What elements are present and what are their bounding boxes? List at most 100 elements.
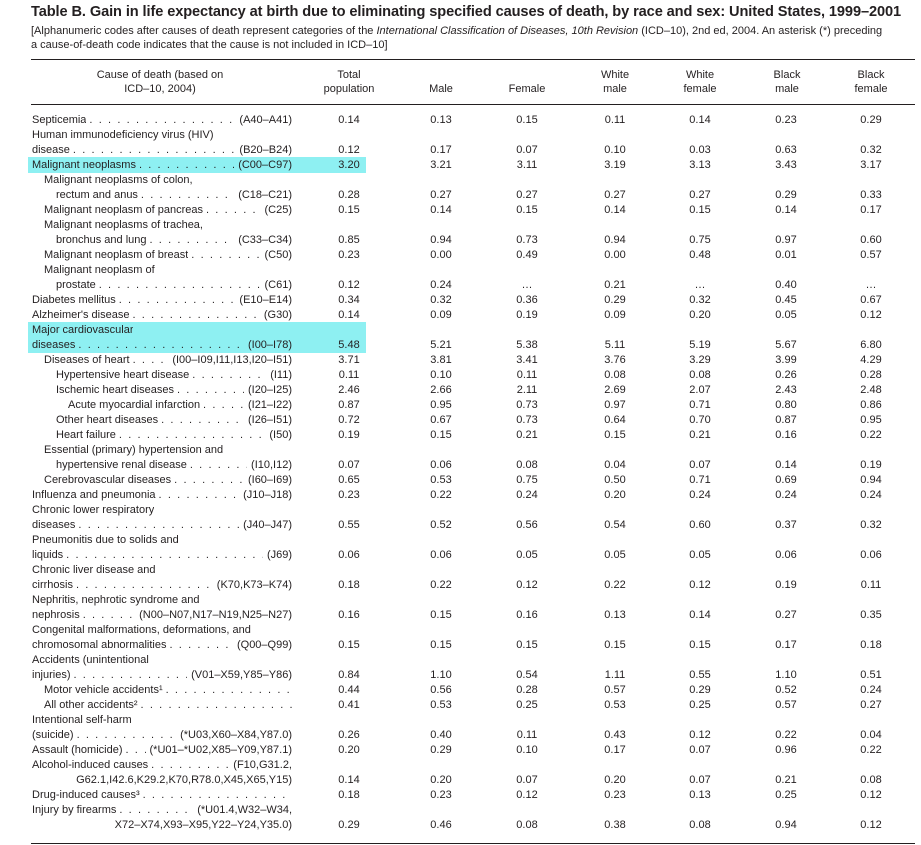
value-black-female: 0.24 [860,489,882,501]
value-female: 0.28 [516,684,538,696]
icd-code: (N00–N07,N17–N19,N25–N27) [139,609,292,621]
cause-label: Heart failure [56,429,116,441]
value-white-female: … [694,279,706,291]
cause-label: Chronic liver disease and [32,564,156,576]
value-white-female: 2.07 [689,384,711,396]
value-white-male: 0.09 [604,309,626,321]
icd-code: (I10,I12) [251,459,292,471]
header-male-line-1: Male [429,83,453,95]
value-male: 0.15 [430,639,452,651]
leader-dots: . . . . . . . . . . . . . . . . . . . . … [205,204,261,216]
value-male: 0.67 [430,414,452,426]
value-white-male: 0.17 [604,744,626,756]
leader-dots: . . . . . . . . . . . . . . . . . . . . … [138,159,234,171]
header-white-male-line-1: White [600,69,630,81]
value-female: 0.54 [516,669,538,681]
cause-label: Diabetes mellitus [32,294,116,306]
cause-label: Drug-induced causes³ [32,789,140,801]
icd-code: (I26–I51) [247,414,292,426]
value-black-male: 0.45 [775,294,797,306]
icd-code: (C61) [264,279,292,291]
value-black-male: 0.26 [775,369,797,381]
value-male: 5.21 [430,339,452,351]
header-white-female-line-1: White [685,69,715,81]
header-cause-line-2: ICD–10, 2004) [124,83,196,95]
cause-label: Pneumonitis due to solids and [32,534,179,546]
value-total: 0.84 [338,669,360,681]
header-rule [31,104,915,105]
value-black-female: 0.29 [860,114,882,126]
value-female: 0.21 [516,429,538,441]
value-male: 0.52 [430,519,452,531]
header-total-line-2: population [323,83,375,95]
bottom-rule [31,843,915,844]
value-white-female: 0.07 [689,744,711,756]
leader-dots: . . . . . . . . . . . . . . . . . . . . … [89,114,235,126]
value-white-male: 0.10 [604,144,626,156]
cause-label: Essential (primary) hypertension and [44,444,224,456]
value-female: 5.38 [516,339,538,351]
cause-label-continued: chromosomal abnormalities [32,639,167,651]
leader-dots: . . . . . . . . . . . . . . . . . . . . … [192,369,266,381]
value-female: 0.56 [516,519,538,531]
value-total: 5.48 [338,339,360,351]
value-total: 0.28 [338,189,360,201]
value-male: 0.46 [430,819,452,831]
header-male: Male [406,82,476,96]
value-total: 0.16 [338,609,360,621]
value-white-male: 0.27 [604,189,626,201]
value-white-female: 0.20 [689,309,711,321]
value-total: 3.20 [338,159,360,171]
top-rule [31,59,915,60]
value-white-male: 0.54 [604,519,626,531]
icd-code: (J69) [266,549,292,561]
leader-dots: . . . . . . . . . . . . . . . . . . . . … [140,699,292,711]
value-female: 0.15 [516,114,538,126]
value-total: 0.15 [338,204,360,216]
value-black-male: 0.80 [775,399,797,411]
value-black-female: 0.11 [860,579,882,591]
value-black-male: 0.96 [775,744,797,756]
value-female: 0.15 [516,204,538,216]
value-female: 0.24 [516,489,538,501]
leader-dots: . . . . . . . . . . . . . . . . . . . . … [203,399,244,411]
value-white-female: 0.70 [689,414,711,426]
value-male: 0.00 [430,249,452,261]
value-black-female: 0.51 [860,669,882,681]
icd-code: (C50) [264,249,292,261]
value-black-male: 0.01 [775,249,797,261]
value-male: 1.10 [430,669,452,681]
value-male: 0.29 [430,744,452,756]
value-white-female: 0.13 [689,789,711,801]
value-black-female: 0.86 [860,399,882,411]
value-white-female: 0.27 [689,189,711,201]
value-black-female: 0.18 [860,639,882,651]
value-white-male: 5.11 [604,339,626,351]
cause-label-continued: rectum and anus [56,189,138,201]
value-male: 0.06 [430,549,452,561]
value-black-female: 0.12 [860,789,882,801]
cause-label-continued: nephrosis [32,609,80,621]
icd-code: (F10,G31.2, [233,759,292,771]
header-black-female-line-2: female [854,83,888,95]
value-black-male: 0.37 [775,519,797,531]
icd-code: (I00–I78) [247,339,292,351]
value-female: 0.73 [516,399,538,411]
note-text-end: (ICD–10), 2nd ed, 2004. An asterisk (*) … [638,25,883,37]
value-male: 0.22 [430,579,452,591]
value-black-male: 2.43 [775,384,797,396]
value-white-female: 0.24 [689,489,711,501]
cause-label: Other heart diseases [56,414,159,426]
leader-dots: . . . . . . . . . . . . . . . . . . . . … [174,474,244,486]
value-black-male: 3.99 [775,354,797,366]
value-black-female: 0.32 [860,519,882,531]
icd-code: (I20–I25) [247,384,292,396]
value-total: 0.26 [338,729,360,741]
icd-code: (J40–J47) [243,519,292,531]
icd-code: (I00–I09,I11,I13,I20–I51) [172,354,292,366]
value-white-male: 0.15 [604,429,626,441]
value-female: 0.11 [516,369,538,381]
value-black-female: 0.12 [860,819,882,831]
header-female: Female [492,82,562,96]
leader-dots: . . . . . . . . . . . . . . . . . . . . … [169,639,232,651]
